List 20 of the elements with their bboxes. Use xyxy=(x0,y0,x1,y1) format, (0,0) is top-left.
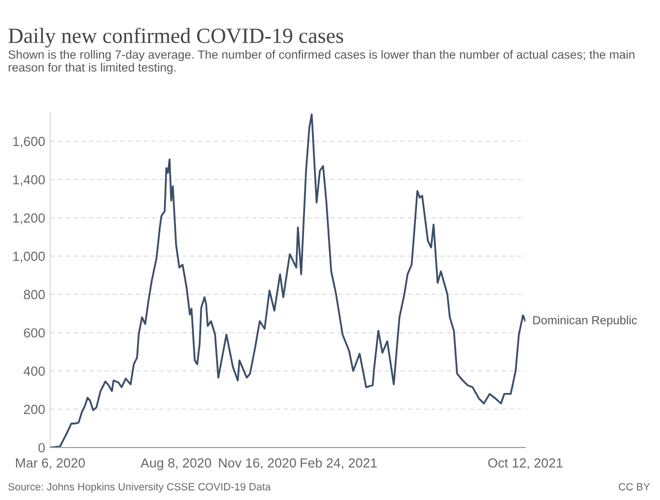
y-tick-label: 800 xyxy=(24,290,45,300)
y-tick-label: 1,600 xyxy=(13,136,45,148)
y-tick-label: 0 xyxy=(38,443,45,452)
text: CC BY xyxy=(618,483,650,490)
x-tick-label: Feb 24, 2021 xyxy=(300,458,377,470)
x-tick-label: Nov 16, 2020 xyxy=(219,458,296,470)
series-label: Dominican Republic xyxy=(533,316,637,327)
y-tick-label: 200 xyxy=(24,404,45,414)
y-tick-label: 400 xyxy=(24,366,45,376)
x-tick-label: Mar 6, 2020 xyxy=(16,458,85,470)
chart-subtitle: Shown is the rolling 7-day average. The number of confirmed cases is lower than the number of actual cases; the main reason for that is limited testing. xyxy=(8,50,634,74)
chart-title: Daily new confirmed COVID-19 cases xyxy=(8,28,344,48)
x-tick-label: Aug 8, 2020 xyxy=(140,458,212,470)
y-tick-label: 1,200 xyxy=(13,213,45,224)
y-tick-label: 600 xyxy=(24,328,45,338)
y-tick-label: 1,000 xyxy=(13,252,45,263)
source-note: Source: Johns Hopkins University CSSE COVID-19 Data xyxy=(8,482,271,492)
line-series xyxy=(50,114,526,448)
x-tick-label: Oct 12, 2021 xyxy=(488,458,562,470)
y-tick-label: 1,400 xyxy=(13,175,45,186)
